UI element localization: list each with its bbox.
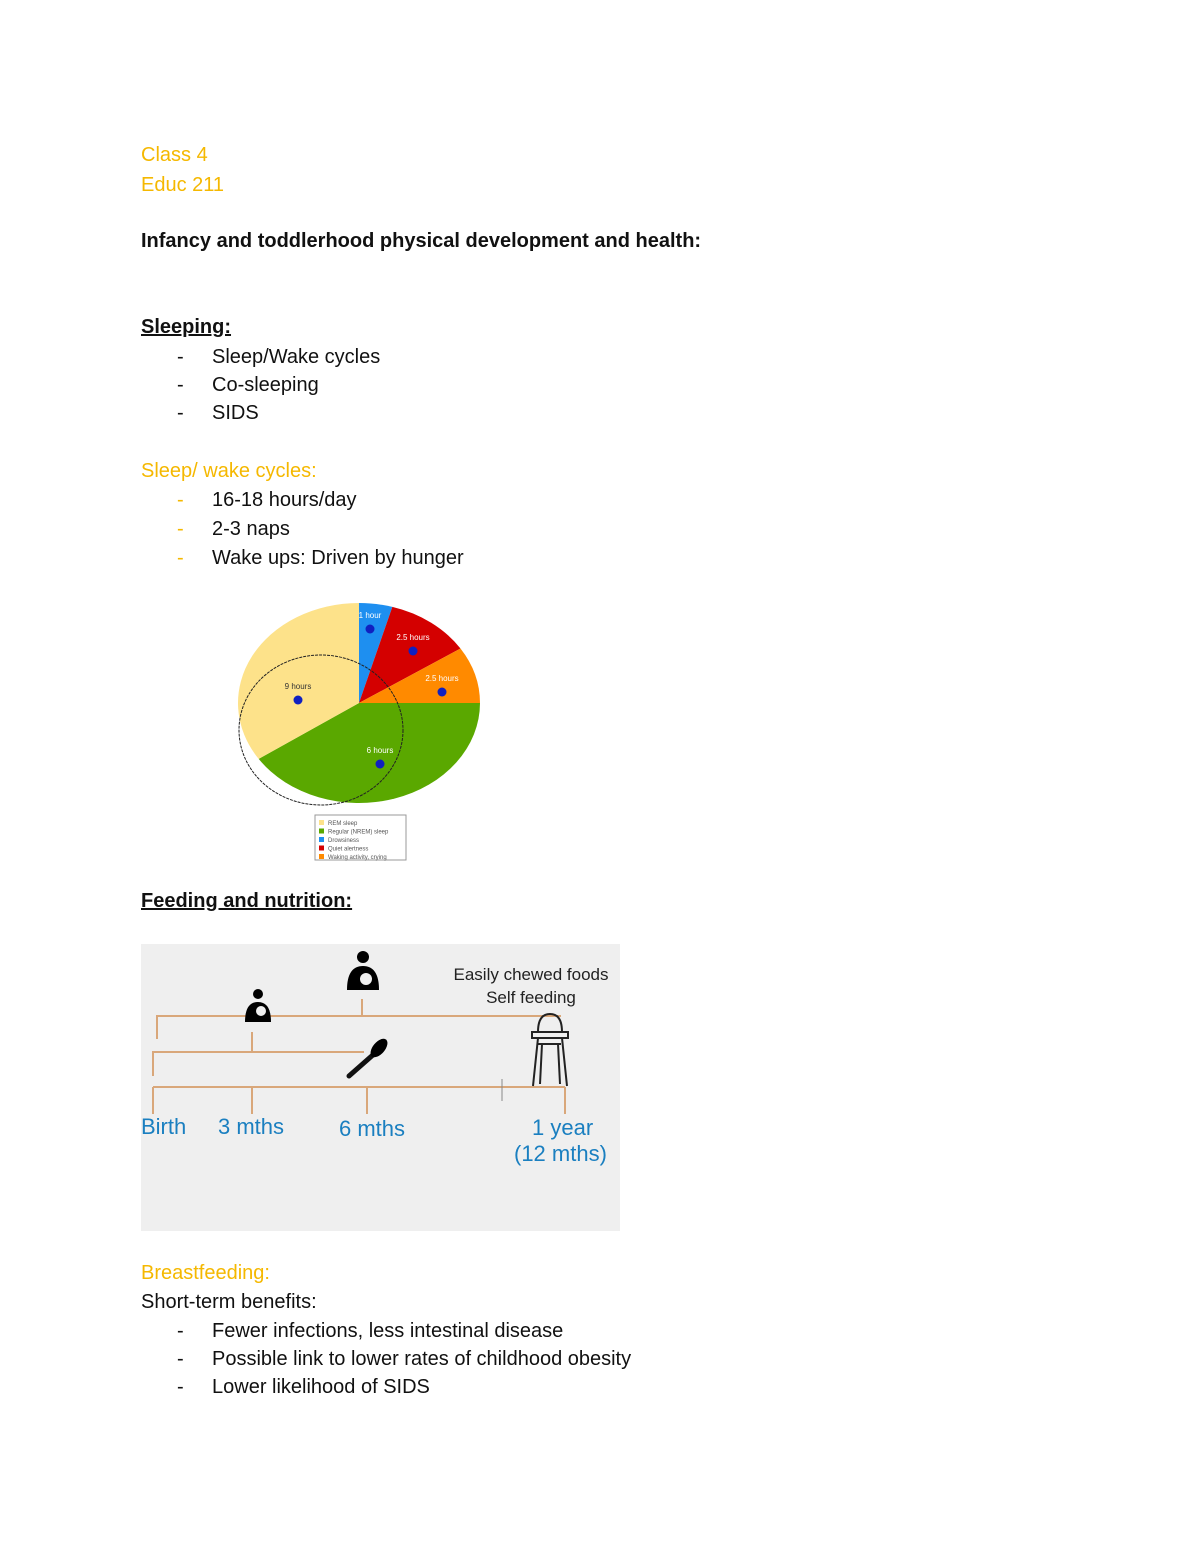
birth-label: Birth (141, 1114, 187, 1139)
foods-label: Easily chewed foods (453, 965, 609, 984)
pie-slice-label: 9 hours (285, 682, 312, 691)
high-chair-icon (531, 1012, 569, 1087)
legend-label: Regular (NREM) sleep (328, 830, 389, 836)
spoon-icon (346, 1038, 388, 1079)
breastfeeding-heading: Breastfeeding: (141, 1262, 270, 1284)
pie-marker-dot (408, 646, 418, 656)
legend-label: Quiet alertness (328, 847, 368, 853)
12-months-label: (12 mths) (514, 1141, 607, 1166)
sleeping-heading: Sleeping: (141, 316, 232, 338)
pie-slice (258, 703, 480, 803)
legend-swatch (319, 837, 324, 842)
pie-marker-dot (365, 624, 375, 634)
pie-marker-dot (437, 687, 447, 697)
cycles-heading: Sleep/ wake cycles: (141, 460, 317, 482)
sleep-pie-image: 1 hour 2.5 hours 2.5 hours 6 hours 9 hours RE… (237, 603, 480, 861)
legend-label: Waking activity, crying (328, 855, 387, 861)
overlap-circle (238, 654, 404, 806)
pie-slice-label: 2.5 hours (425, 674, 458, 683)
pie-slice (237, 603, 359, 759)
pie-legend (314, 814, 407, 861)
self-feeding-label: Self feeding (486, 988, 576, 1007)
legend-label: REM sleep (328, 821, 358, 827)
breastfeeding-icon (245, 989, 271, 1022)
3-months-label: 3 mths (218, 1114, 285, 1139)
benefits-subheading: Short-term benefits: (141, 1291, 317, 1313)
pie-slice-label: 6 hours (367, 746, 394, 755)
legend-swatch (319, 845, 324, 851)
legend-swatch (319, 854, 324, 859)
pie-slice-label: 2.5 hours (396, 633, 429, 642)
legend-label: Drowsiness (328, 838, 359, 844)
pie-slice (359, 606, 461, 703)
legend-swatch (319, 828, 324, 834)
pie-slice-label: 1 hour (359, 611, 382, 620)
1-year-label: 1 year (532, 1115, 594, 1140)
course-label: Educ 211 (141, 174, 225, 196)
feeding-heading: Feeding and nutrition: (141, 890, 353, 912)
pie-marker-dot (293, 695, 303, 705)
pie-marker-dot (375, 759, 385, 769)
feeding-timeline-image: Easily chewed foods Self feeding Birth 3… (141, 944, 620, 1231)
class-label: Class 4 (141, 144, 208, 166)
6-months-label: 6 mths (339, 1116, 406, 1141)
page-title: Infancy and toddlerhood physical develop… (141, 230, 702, 252)
pie-slice (359, 648, 480, 703)
breastfeeding-icon (347, 951, 379, 990)
legend-swatch (319, 820, 324, 825)
timeline-lines (152, 951, 569, 1114)
